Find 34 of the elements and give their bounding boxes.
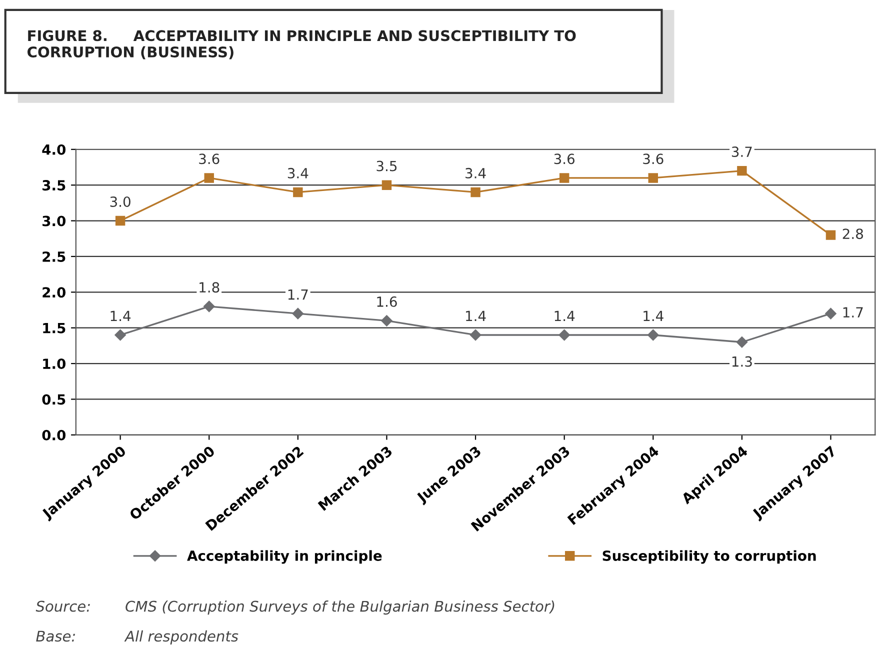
- text: CMS (Corruption Surveys of the Bulgarian Business Sector): [126, 600, 554, 615]
- y-tick-label: 4.0: [42, 144, 66, 155]
- y-tick-label: 1.0: [43, 358, 66, 370]
- data-label: 1.7: [288, 289, 308, 300]
- y-tick-label: 1.5: [43, 323, 66, 334]
- data-label: 3.6: [554, 154, 574, 164]
- data-label: 1.4: [644, 310, 664, 321]
- y-tick-label: 2.0: [42, 287, 66, 298]
- y-tick-label: 0.0: [42, 430, 66, 440]
- data-label: 1.7: [843, 307, 863, 318]
- chart-title: FIGURE 8. ACCEPTABILITY IN PRINCIPLE AND SUSCEPTIBILITY TO CORRUPTION (BUSINESS): [28, 30, 576, 60]
- data-label: 3.5: [376, 160, 397, 172]
- data-label: 1.8: [200, 282, 220, 293]
- data-label: 3.7: [732, 146, 752, 158]
- y-tick-label: 3.0: [42, 216, 66, 226]
- data-label: 3.4: [466, 168, 486, 178]
- data-label: 3.0: [110, 196, 130, 207]
- data-label: 3.6: [199, 154, 220, 164]
- text: All respondents: [124, 630, 238, 644]
- data-label: 1.6: [377, 296, 397, 307]
- y-tick-label: 0.5: [42, 394, 66, 405]
- data-label: 3.6: [643, 154, 664, 164]
- data-label: 1.4: [110, 310, 131, 321]
- data-label: 1.3: [732, 356, 752, 367]
- data-label: 2.8: [842, 228, 863, 240]
- text: Base:: [36, 630, 75, 642]
- y-tick-label: 2.5: [42, 251, 66, 262]
- legend-label: Susceptibility to corruption: [602, 550, 816, 564]
- y-tick-label: 3.5: [42, 180, 66, 191]
- data-label: 1.4: [466, 310, 486, 321]
- data-label: 1.4: [554, 310, 575, 321]
- data-label: 3.4: [288, 168, 308, 178]
- legend-label: Acceptability in principle: [187, 550, 382, 564]
- source-note: Source:: [36, 600, 90, 612]
